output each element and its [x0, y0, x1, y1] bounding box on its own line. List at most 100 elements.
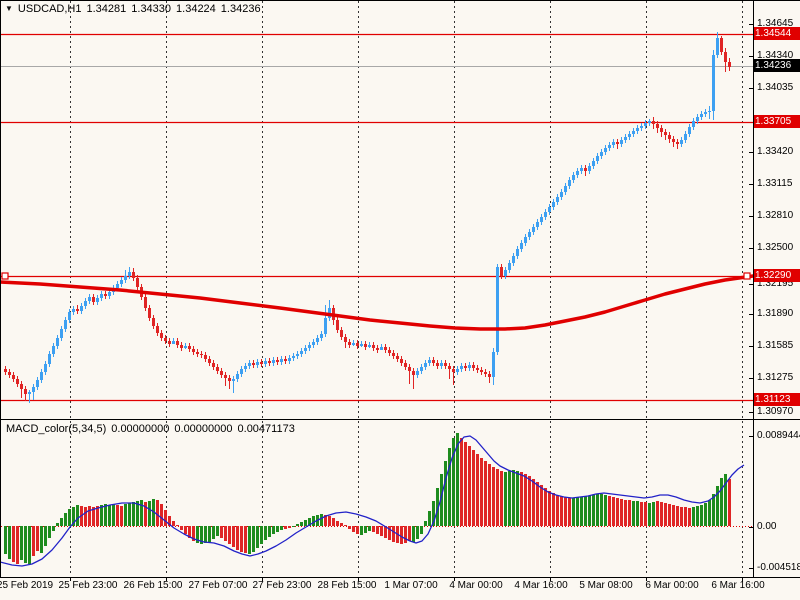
macd-histogram-bar: [116, 505, 119, 526]
bear-candle: [4, 369, 7, 372]
macd-histogram-bar: [456, 433, 459, 526]
macd-histogram-bar: [312, 516, 315, 526]
symbol-dropdown-icon[interactable]: ▼: [5, 4, 13, 13]
macd-histogram-bar: [32, 526, 35, 556]
bull-candle: [52, 346, 55, 354]
macd-histogram-bar: [44, 526, 47, 546]
bear-candle: [444, 363, 447, 366]
bear-candle: [488, 374, 491, 377]
macd-histogram-bar: [452, 438, 455, 526]
macd-histogram-bar: [728, 479, 731, 526]
macd-histogram-bar: [280, 526, 283, 530]
bear-candle: [76, 309, 79, 311]
macd-histogram-bar: [180, 526, 183, 530]
bear-candle: [412, 371, 415, 375]
bull-candle: [272, 360, 275, 363]
macd-histogram-bar: [448, 448, 451, 526]
macd-histogram-bar: [588, 496, 591, 526]
macd-histogram-bar: [496, 469, 499, 526]
bull-candle: [324, 318, 327, 334]
macd-histogram-bar: [284, 526, 287, 529]
macd-histogram-bar: [604, 495, 607, 526]
bull-candle: [592, 161, 595, 166]
macd-histogram-bar: [724, 474, 727, 526]
bear-candle: [396, 356, 399, 359]
bull-candle: [556, 197, 559, 202]
macd-histogram-bar: [632, 501, 635, 526]
macd-histogram-bar: [524, 474, 527, 526]
bear-candle: [480, 370, 483, 372]
bull-candle: [596, 156, 599, 161]
macd-histogram-bar: [704, 503, 707, 526]
bear-candle: [276, 360, 279, 362]
bull-candle: [548, 207, 551, 212]
bull-candle: [648, 121, 651, 123]
macd-histogram-bar: [4, 526, 7, 554]
macd-histogram-bar: [296, 524, 299, 526]
bull-candle: [520, 243, 523, 249]
macd-histogram-bar: [380, 526, 383, 536]
macd-histogram-bar: [608, 496, 611, 526]
quote-high: 1.34330: [131, 3, 172, 15]
bear-candle: [652, 121, 655, 124]
trendline-handle[interactable]: [743, 272, 751, 280]
bear-candle: [436, 363, 439, 366]
trendline-handle[interactable]: [1, 272, 9, 280]
macd-histogram-bar: [124, 504, 127, 526]
macd-histogram-bar: [20, 526, 23, 560]
bear-candle: [404, 363, 407, 367]
macd-histogram-bar: [260, 526, 263, 544]
bear-candle: [672, 139, 675, 142]
macd-histogram-bar: [64, 513, 67, 526]
macd-histogram-bar: [580, 497, 583, 526]
bull-candle: [624, 137, 627, 140]
bull-candle: [300, 351, 303, 354]
macd-histogram-bar: [356, 526, 359, 534]
macd-histogram-bar: [172, 521, 175, 526]
macd-value-3: 0.00471173: [237, 423, 295, 435]
bull-candle: [80, 306, 83, 311]
bull-candle: [360, 344, 363, 346]
bear-candle: [208, 359, 211, 363]
bull-candle: [688, 127, 691, 134]
macd-histogram-bar: [696, 506, 699, 526]
macd-histogram-bar: [600, 494, 603, 526]
macd-histogram-bar: [308, 518, 311, 526]
moving-average-line: [0, 274, 755, 331]
bull-candle: [712, 55, 715, 111]
bull-candle: [524, 237, 527, 243]
macd-histogram-bar: [364, 526, 367, 533]
macd-histogram-bar: [8, 526, 11, 559]
bull-candle: [240, 369, 243, 374]
bear-candle: [224, 375, 227, 378]
macd-histogram-bar: [684, 507, 687, 526]
bear-candle: [212, 363, 215, 367]
macd-histogram-bar: [144, 502, 147, 526]
bull-candle: [708, 111, 711, 112]
macd-histogram-bar: [104, 504, 107, 526]
macd-histogram-bar: [200, 526, 203, 544]
macd-histogram-bar: [532, 479, 535, 526]
macd-histogram-bar: [516, 471, 519, 526]
bull-candle: [508, 263, 511, 270]
macd-histogram-bar: [664, 503, 667, 526]
bull-candle: [628, 134, 631, 137]
macd-histogram-bar: [372, 526, 375, 532]
bull-candle: [532, 227, 535, 232]
macd-histogram-bar: [36, 526, 39, 551]
macd-histogram-bar: [460, 438, 463, 526]
bull-candle: [96, 298, 99, 302]
macd-histogram-bar: [252, 526, 255, 552]
bull-candle: [692, 121, 695, 127]
macd-histogram-bar: [96, 506, 99, 526]
macd-histogram-bar: [388, 526, 391, 540]
bull-candle: [700, 114, 703, 117]
macd-histogram-bar: [48, 526, 51, 538]
macd-histogram-bar: [700, 505, 703, 526]
bull-candle: [632, 131, 635, 134]
bull-candle: [568, 180, 571, 186]
bull-candle: [680, 140, 683, 144]
bear-candle: [616, 142, 619, 144]
bull-candle: [492, 352, 495, 377]
